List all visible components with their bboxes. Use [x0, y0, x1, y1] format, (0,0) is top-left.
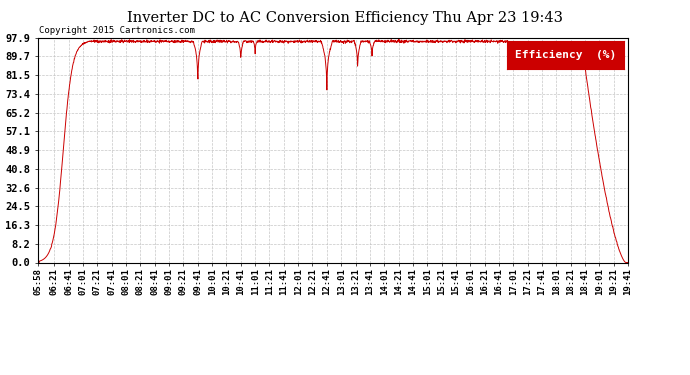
Text: Efficiency  (%): Efficiency (%)	[515, 50, 616, 60]
Text: Copyright 2015 Cartronics.com: Copyright 2015 Cartronics.com	[39, 26, 195, 35]
Text: Inverter DC to AC Conversion Efficiency Thu Apr 23 19:43: Inverter DC to AC Conversion Efficiency …	[127, 11, 563, 25]
